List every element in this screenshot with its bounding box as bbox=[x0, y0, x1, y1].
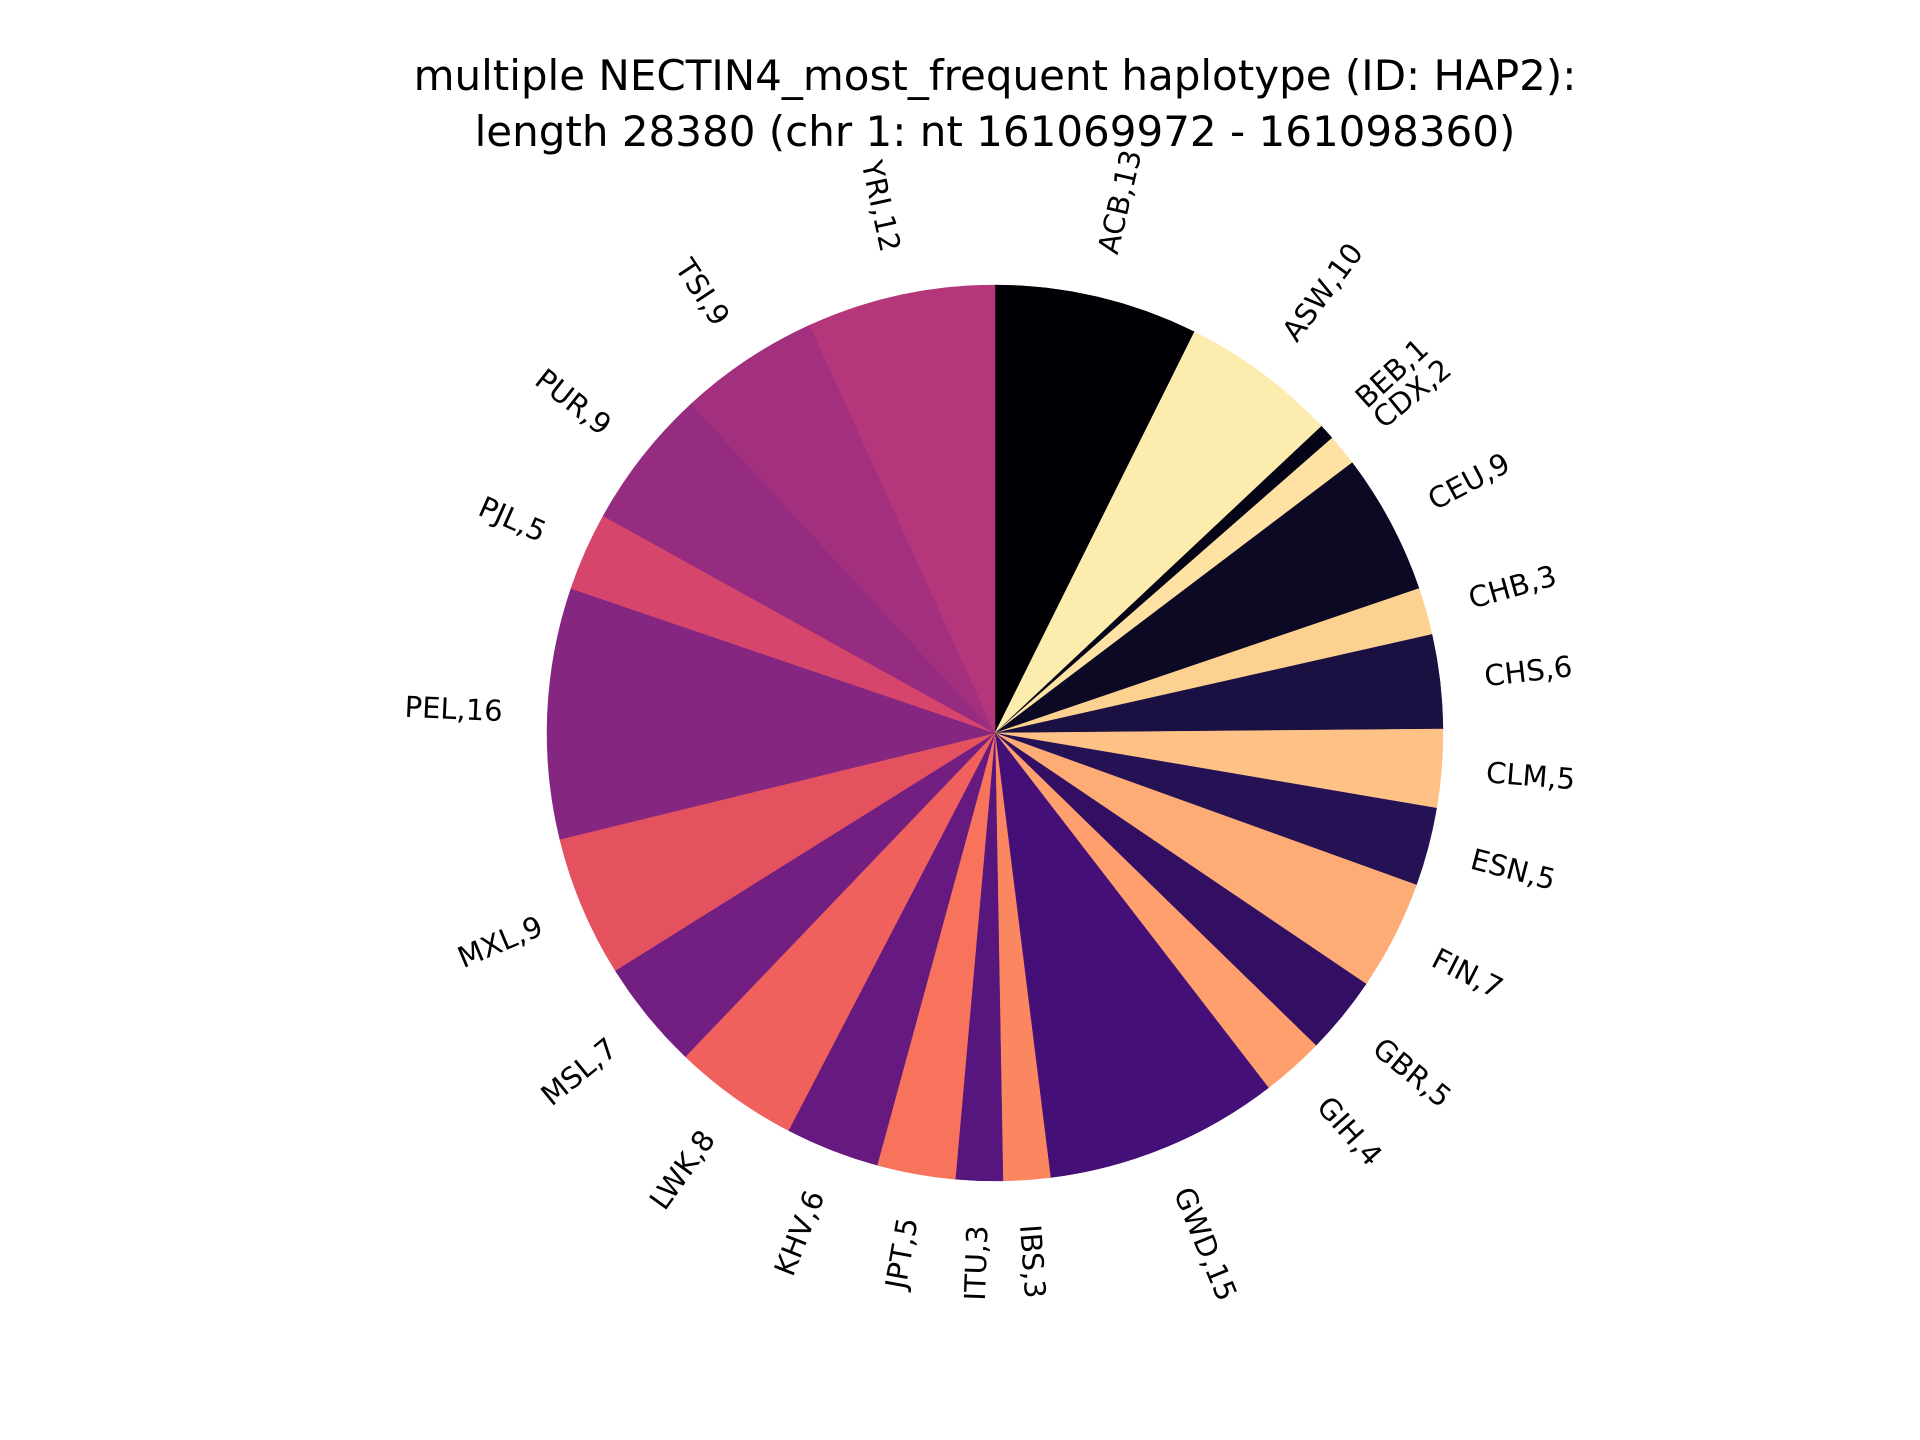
slice-label-pjl: PJL,5 bbox=[474, 490, 552, 549]
slice-label-jpt: JPT,5 bbox=[878, 1215, 924, 1293]
slice-label-chb: CHB,3 bbox=[1465, 558, 1560, 615]
slice-label-msl: MSL,7 bbox=[534, 1031, 623, 1112]
slice-label-acb: ACB,13 bbox=[1091, 147, 1148, 258]
slice-label-chs: CHS,6 bbox=[1483, 649, 1574, 693]
slice-label-mxl: MXL,9 bbox=[453, 909, 548, 975]
pie-slices bbox=[546, 284, 1444, 1182]
slice-label-tsi: TSI,9 bbox=[668, 252, 737, 332]
slice-label-asw: ASW,10 bbox=[1275, 237, 1370, 348]
pie-slice-pel bbox=[546, 588, 996, 840]
pie-slice-acb bbox=[994, 284, 1195, 734]
slice-label-gbr: GBR,5 bbox=[1366, 1031, 1457, 1114]
slice-label-itu: ITU,3 bbox=[958, 1225, 995, 1301]
chart-title-line-2: length 28380 (chr 1: nt 161069972 - 1610… bbox=[475, 107, 1516, 156]
slice-label-yri: YRI,12 bbox=[854, 156, 907, 255]
pie-slice-asw bbox=[994, 331, 1322, 734]
pie-slice-mxl bbox=[559, 732, 996, 971]
pie-slice-tsi bbox=[690, 324, 996, 734]
chart-title-line-1: multiple NECTIN4_most_frequent haplotype… bbox=[414, 51, 1577, 100]
slice-label-gwd: GWD,15 bbox=[1167, 1182, 1244, 1306]
pie-slice-yri bbox=[809, 284, 996, 734]
slice-label-gih: GIH,4 bbox=[1310, 1090, 1389, 1173]
slice-label-lwk: LWK,8 bbox=[643, 1124, 722, 1216]
pie-slice-pur bbox=[602, 403, 996, 734]
slice-label-ceu: CEU,9 bbox=[1422, 446, 1515, 517]
slice-label-clm: CLM,5 bbox=[1485, 755, 1577, 796]
slice-label-khv: KHV,6 bbox=[768, 1186, 832, 1281]
slice-label-esn: ESN,5 bbox=[1467, 842, 1559, 897]
pie-slice-ceu bbox=[994, 462, 1420, 734]
slice-label-fin: FIN,7 bbox=[1427, 941, 1509, 1005]
pie-slice-gwd bbox=[994, 732, 1269, 1178]
slice-label-pur: PUR,9 bbox=[529, 362, 618, 442]
slice-label-pel: PEL,16 bbox=[404, 690, 504, 728]
slice-label-ibs: IBS,3 bbox=[1013, 1223, 1052, 1299]
